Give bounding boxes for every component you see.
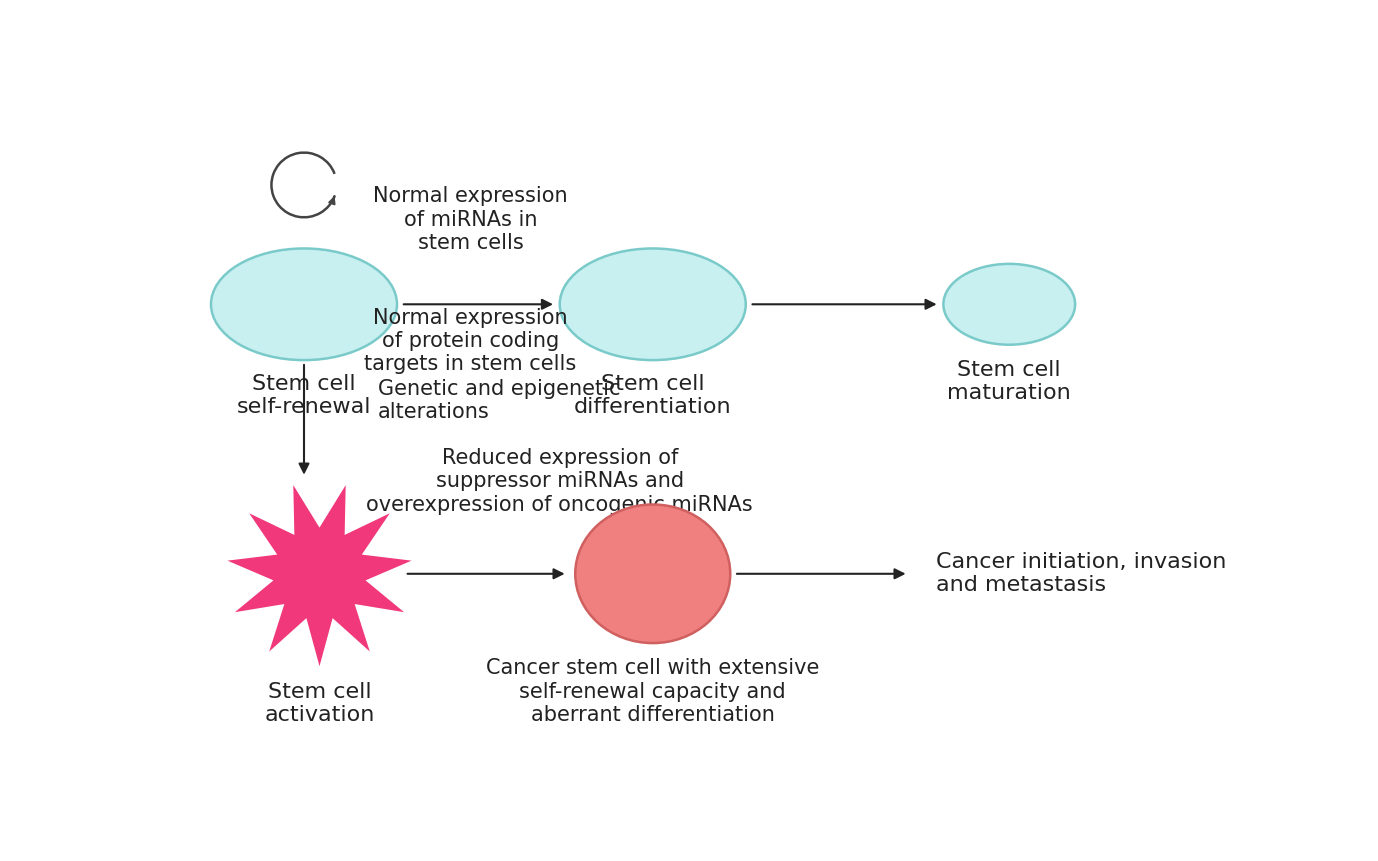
Ellipse shape bbox=[211, 249, 397, 360]
Text: Genetic and epigenetic
alterations: Genetic and epigenetic alterations bbox=[378, 379, 620, 422]
Text: Stem cell
self-renewal: Stem cell self-renewal bbox=[237, 374, 371, 417]
Text: Stem cell
activation: Stem cell activation bbox=[265, 682, 375, 725]
Text: Stem cell
maturation: Stem cell maturation bbox=[948, 360, 1071, 403]
Polygon shape bbox=[227, 485, 412, 666]
Text: Normal expression
of protein coding
targets in stem cells: Normal expression of protein coding targ… bbox=[365, 308, 577, 375]
Ellipse shape bbox=[559, 249, 745, 360]
Ellipse shape bbox=[575, 505, 730, 643]
Text: Stem cell
differentiation: Stem cell differentiation bbox=[575, 374, 732, 417]
Text: Normal expression
of miRNAs in
stem cells: Normal expression of miRNAs in stem cell… bbox=[373, 186, 568, 253]
Ellipse shape bbox=[944, 263, 1075, 344]
Text: Cancer initiation, invasion
and metastasis: Cancer initiation, invasion and metastas… bbox=[936, 552, 1226, 596]
Text: Cancer stem cell with extensive
self-renewal capacity and
aberrant differentiati: Cancer stem cell with extensive self-ren… bbox=[486, 659, 820, 725]
Text: Reduced expression of
suppressor miRNAs and
overexpression of oncogenic miRNAs: Reduced expression of suppressor miRNAs … bbox=[367, 449, 752, 515]
